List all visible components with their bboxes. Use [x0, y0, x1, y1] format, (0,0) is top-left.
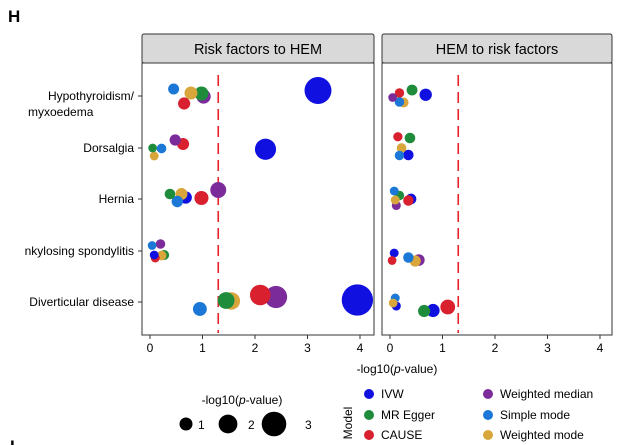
bubble-point	[419, 88, 432, 101]
category-label: Dorsalgia	[83, 141, 134, 155]
x-tick-label: 4	[597, 341, 604, 355]
x-tick-label: 3	[544, 341, 551, 355]
bubble-point	[394, 150, 405, 161]
x-tick-label: 4	[357, 341, 364, 355]
bubble-point	[389, 186, 399, 196]
color-legend-label: Weighted median	[500, 387, 593, 401]
bubble-point	[210, 182, 227, 198]
legend: -log10(p-value) 1 2 3 Model IVW MR Egger CAUSE W…	[179, 387, 593, 442]
x-axis-title: -log10(p-value)	[357, 362, 438, 376]
x-tick-label: 0	[387, 341, 394, 355]
bubble-point	[192, 302, 207, 316]
size-legend-title: -log10(p-value)	[202, 393, 283, 407]
bubble-point	[217, 292, 235, 309]
bubble-point	[149, 250, 159, 260]
bubble-point	[389, 248, 399, 258]
color-legend-dot	[483, 389, 493, 399]
color-legend-label: Simple mode	[500, 408, 570, 422]
color-legend-dot	[364, 389, 374, 399]
category-labels: Hypothyroidism/myxoedema Dorsalgia Hernia n…	[25, 89, 142, 309]
category-label: nkylosing spondylitis	[25, 244, 134, 258]
bubble-point	[155, 239, 166, 249]
facet-label: Risk factors to HEM	[194, 42, 322, 58]
bubble-point	[194, 86, 209, 101]
size-legend-label: 2	[248, 418, 255, 432]
bubble-point	[406, 84, 418, 96]
bubble-point	[404, 132, 416, 144]
bubble-point	[184, 86, 198, 100]
facet-panel: Risk factors to HEM 0 1 2 3 4	[141, 33, 375, 355]
bubble-point	[249, 284, 271, 306]
x-tick-label: 1	[199, 341, 206, 355]
color-legend-label: CAUSE	[381, 428, 422, 442]
bubble-point	[264, 285, 288, 309]
category-label: Diverticular disease	[29, 295, 134, 309]
bubble-point	[403, 252, 414, 263]
color-legend-dot	[483, 410, 493, 420]
bubble-point	[394, 88, 405, 98]
color-legend-label: MR Egger	[381, 408, 435, 422]
color-legend-dot	[364, 410, 374, 420]
bubble-point	[390, 195, 400, 205]
bubble-point	[304, 77, 332, 104]
bubble-point	[387, 256, 397, 265]
bubble-point	[169, 134, 181, 146]
bubble-point	[418, 304, 431, 318]
size-legend-dot	[218, 414, 238, 434]
next-panel-letter: I	[10, 437, 15, 445]
bubble-point	[403, 195, 414, 206]
bubble-point	[254, 138, 277, 160]
size-legend-label: 1	[198, 418, 205, 432]
category-label: Hernia	[99, 192, 135, 206]
x-tick-label: 2	[492, 341, 499, 355]
size-legend-label: 3	[305, 418, 312, 432]
category-label: Hypothyroidism/myxoedema	[28, 89, 135, 119]
bubble-point	[396, 143, 407, 153]
size-legend-dot	[179, 417, 193, 431]
bubble-point	[156, 143, 167, 154]
bubble-point	[164, 188, 176, 200]
bubble-point	[403, 149, 414, 161]
bubble-point	[394, 97, 405, 107]
bubble-point	[148, 143, 157, 153]
bubble-point	[171, 195, 184, 208]
plot-area	[381, 62, 613, 336]
bubble-point	[440, 299, 456, 315]
bubble-point	[147, 241, 157, 250]
color-legend-dot	[364, 430, 374, 440]
color-legend-label: Weighted mode	[500, 428, 584, 442]
panel-letter: H	[8, 7, 20, 26]
x-tick-label: 0	[147, 341, 154, 355]
x-tick-label: 1	[439, 341, 446, 355]
bubble-point	[388, 298, 398, 308]
facet-panel: HEM to risk factors 0 1 2 3 4	[381, 33, 613, 355]
bubble-point	[426, 303, 440, 318]
bubble-point	[341, 284, 374, 316]
color-legend-title: Model	[341, 407, 355, 440]
x-tick-label: 3	[304, 341, 311, 355]
facet-label: HEM to risk factors	[436, 42, 558, 58]
bubble-point	[393, 132, 403, 142]
color-legend-dot	[483, 430, 493, 440]
bubble-point	[194, 190, 209, 206]
bubble-point	[149, 151, 159, 161]
bubble-point	[388, 93, 397, 102]
color-legend-label: IVW	[381, 387, 404, 401]
bubble-point	[168, 83, 180, 95]
size-legend-dot	[261, 411, 287, 437]
bubble-point	[178, 97, 191, 110]
x-tick-label: 2	[252, 341, 259, 355]
